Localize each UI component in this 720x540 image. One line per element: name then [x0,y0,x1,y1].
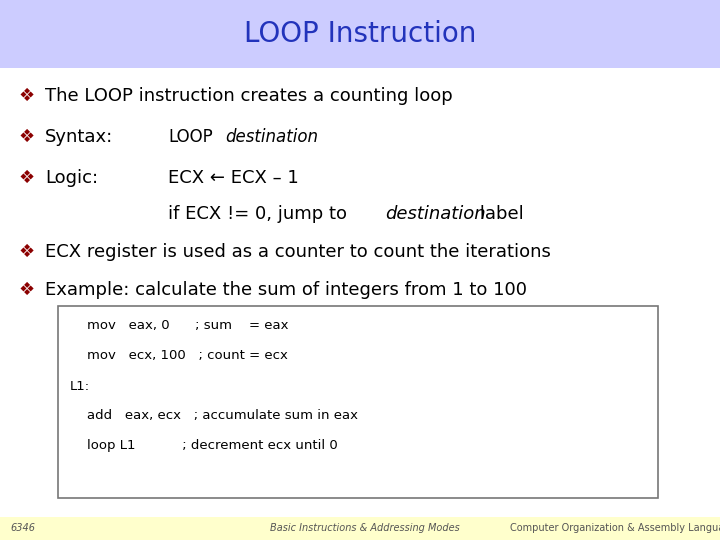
Text: mov   eax, 0      ; sum    = eax: mov eax, 0 ; sum = eax [70,320,289,333]
Text: loop L1           ; decrement ecx until 0: loop L1 ; decrement ecx until 0 [70,440,338,453]
Text: Computer Organization & Assembly Language Programmingslide: Computer Organization & Assembly Languag… [510,523,720,533]
Text: ❖: ❖ [18,169,34,187]
Bar [0,0,720,68]
Text: Example: calculate the sum of integers from 1 to 100: Example: calculate the sum of integers f… [45,281,527,299]
Bar [0,517,720,540]
Text: if ECX != 0, jump to: if ECX != 0, jump to [168,205,353,223]
Text: ❖: ❖ [18,281,34,299]
Text: add   eax, ecx   ; accumulate sum in eax: add eax, ecx ; accumulate sum in eax [70,409,358,422]
Text: Basic Instructions & Addressing Modes: Basic Instructions & Addressing Modes [270,523,460,533]
Text: LOOP: LOOP [168,128,212,146]
Text: destination: destination [385,205,485,223]
FancyBboxPatch shape [58,306,658,498]
Text: ❖: ❖ [18,128,34,146]
Text: destination: destination [225,128,318,146]
Text: ECX ← ECX – 1: ECX ← ECX – 1 [168,169,299,187]
Text: ❖: ❖ [18,87,34,105]
Text: label: label [474,205,523,223]
Text: ❖: ❖ [18,243,34,261]
Text: mov   ecx, 100   ; count = ecx: mov ecx, 100 ; count = ecx [70,349,288,362]
Text: LOOP Instruction: LOOP Instruction [244,20,476,48]
Text: L1:: L1: [70,380,90,393]
Text: The LOOP instruction creates a counting loop: The LOOP instruction creates a counting … [45,87,453,105]
Text: Syntax:: Syntax: [45,128,113,146]
Text: ECX register is used as a counter to count the iterations: ECX register is used as a counter to cou… [45,243,551,261]
Text: Logic:: Logic: [45,169,98,187]
Text: 6346: 6346 [10,523,35,533]
